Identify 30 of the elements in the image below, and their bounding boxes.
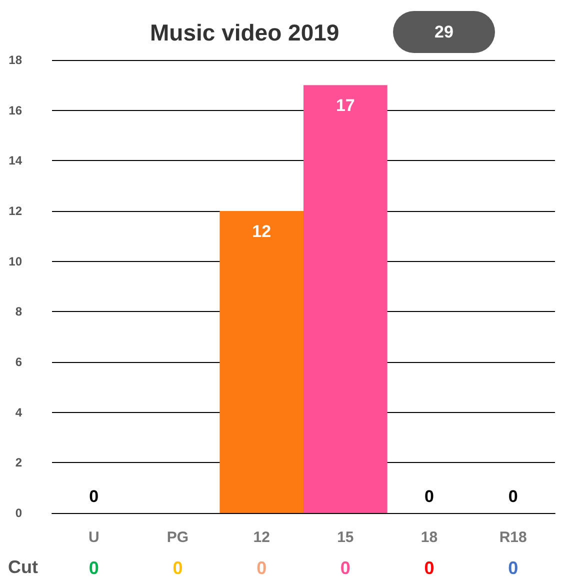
y-tick-label: 12 <box>8 204 22 218</box>
x-tick-label: 18 <box>420 529 438 546</box>
text: Cut <box>8 557 38 577</box>
y-tick-label: 18 <box>8 53 22 67</box>
y-tick-label: 2 <box>15 456 22 470</box>
x-tick-label: 12 <box>253 529 270 546</box>
x-tick-label: R18 <box>499 529 527 546</box>
data-label: 0 <box>88 558 99 578</box>
y-tick-label: 16 <box>8 103 22 118</box>
data-label: 0 <box>340 558 350 578</box>
y-tick-label: 10 <box>8 254 22 268</box>
y-tick-label: 6 <box>15 355 22 369</box>
chart-title: Music video 2019 <box>150 20 340 46</box>
data-label: 12 <box>252 222 272 241</box>
data-label: 0 <box>508 487 518 506</box>
data-label: 0 <box>256 558 267 578</box>
data-label: 0 <box>172 558 183 578</box>
y-tick-label: 0 <box>15 506 22 520</box>
y-tick-label: 4 <box>15 405 22 420</box>
x-tick-label: 15 <box>337 529 354 546</box>
y-tick-label: 14 <box>8 154 22 168</box>
data-label: 0 <box>508 558 518 578</box>
data-label: 0 <box>89 487 99 506</box>
data-label: 0 <box>424 558 434 578</box>
y-tick-label: 8 <box>15 304 22 319</box>
x-tick-label: U <box>88 529 100 546</box>
data-label: 0 <box>424 487 434 506</box>
x-tick-label: PG <box>166 529 189 546</box>
data-label: 17 <box>336 96 355 116</box>
text: 29 <box>434 22 454 42</box>
